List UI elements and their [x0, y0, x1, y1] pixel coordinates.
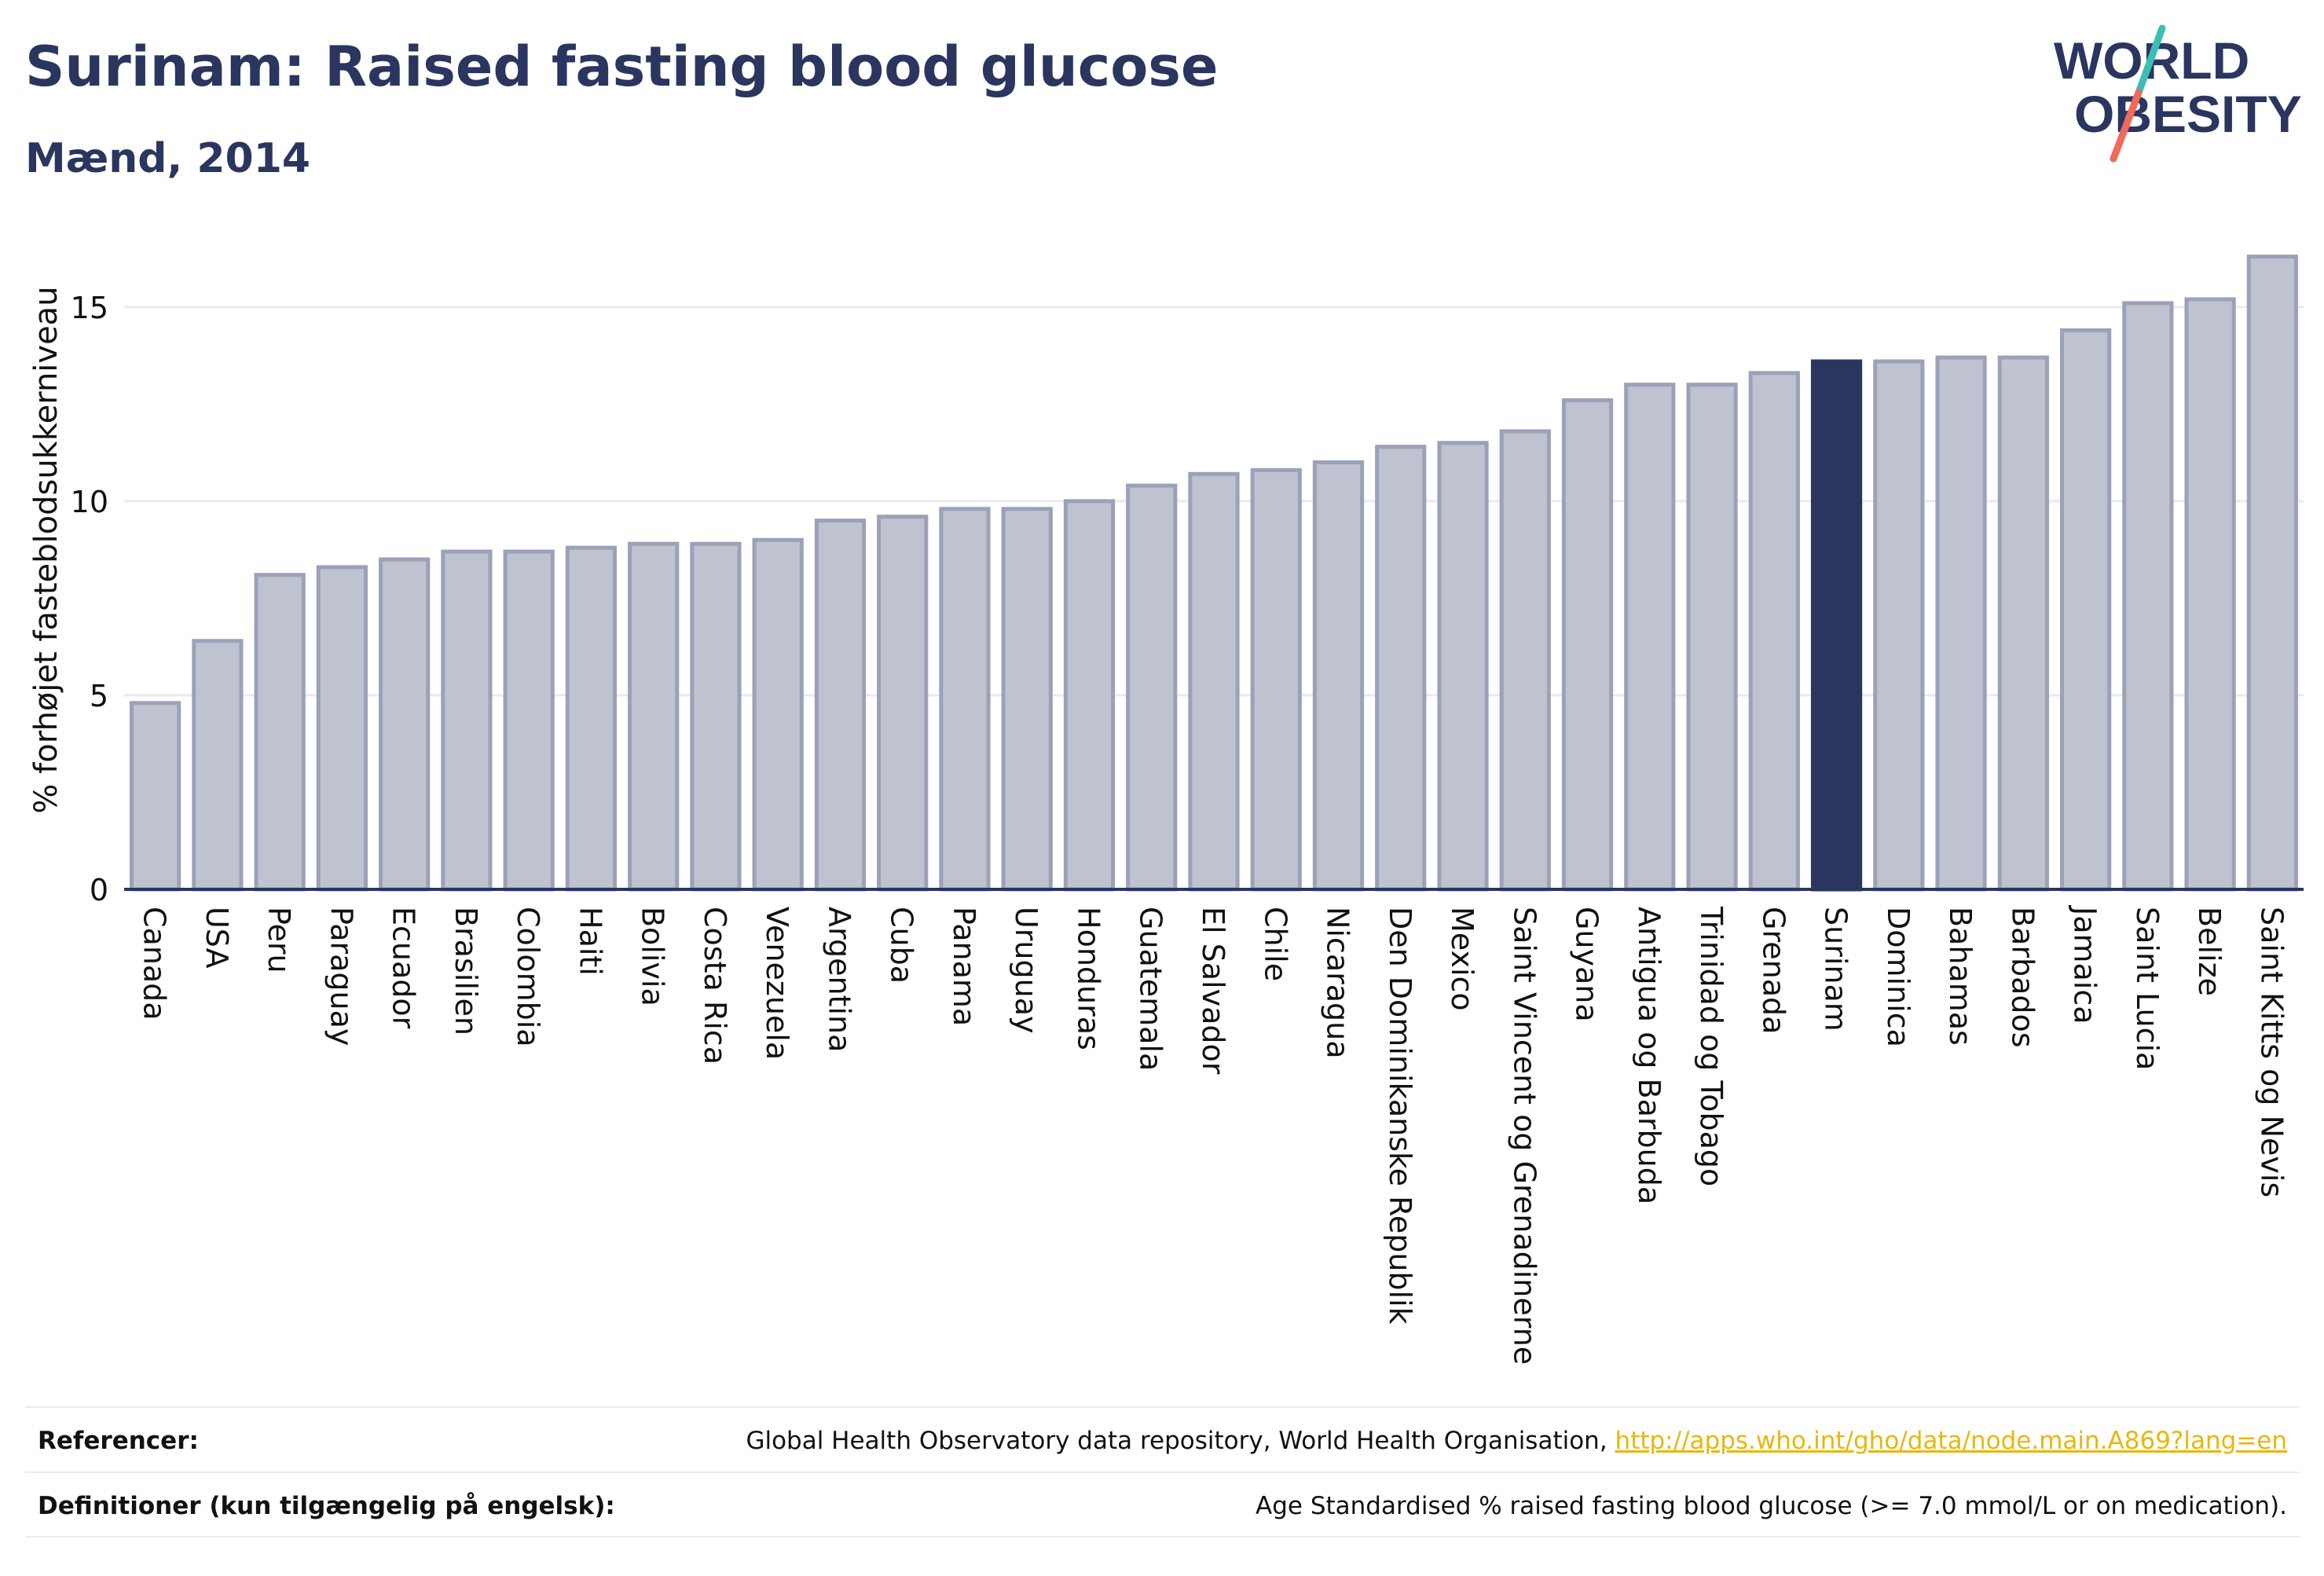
x-tick-label: Surinam: [1819, 907, 1853, 1032]
x-tick-label: Paraguay: [324, 907, 358, 1046]
x-tick-label: Barbados: [2005, 907, 2040, 1048]
bar-peru: [254, 573, 306, 892]
x-tick-label: Argentina: [822, 907, 856, 1052]
x-tick-label: Guyana: [1570, 907, 1604, 1022]
bar-argentina: [814, 519, 867, 892]
chart-subtitle: Mænd, 2014: [25, 135, 311, 182]
y-tick-label: 15: [71, 291, 108, 325]
x-tick-label: Trinidad og Tobago: [1694, 906, 1728, 1186]
x-tick-label: El Salvador: [1196, 907, 1230, 1075]
chart-title: Surinam: Raised fasting blood glucose: [25, 35, 1219, 99]
logo-text-line2: OBESITY: [2074, 85, 2302, 143]
bar-ecuador: [379, 557, 431, 892]
bar-barbados: [1997, 355, 2049, 892]
x-tick-label: USA: [200, 907, 234, 969]
x-tick-label: Saint Lucia: [2130, 907, 2165, 1070]
x-tick-label: Canada: [137, 907, 172, 1021]
x-tick-label: Colombia: [511, 907, 545, 1047]
references-value: Global Health Observatory data repositor…: [746, 1427, 2287, 1455]
x-tick-label: Chile: [1258, 907, 1292, 981]
logo-slash-teal: [2135, 24, 2166, 97]
bar-trinidad-og-tobago: [1686, 383, 1738, 892]
bars: [130, 255, 2298, 892]
x-tick-label: Mexico: [1445, 907, 1479, 1011]
x-tick-label: Grenada: [1756, 907, 1791, 1034]
bar-bolivia: [628, 541, 680, 892]
bar-canada: [130, 701, 181, 892]
x-tick-label: Belize: [2192, 907, 2227, 996]
bar-saint-lucia: [2122, 301, 2174, 892]
logo-slash-coral: [2110, 89, 2143, 163]
x-tick-label: Nicaragua: [1321, 907, 1355, 1059]
x-tick-label: Antigua og Barbuda: [1632, 907, 1666, 1204]
references-label: Referencer:: [38, 1427, 199, 1455]
bar-cuba: [877, 515, 929, 892]
y-axis-title: % forhøjet fasteblodsukkerniveau: [28, 286, 64, 813]
x-tick-label: Uruguay: [1009, 907, 1043, 1034]
bar-den-dominikanske-republik: [1375, 445, 1427, 892]
bar-surinam: [1810, 359, 1863, 892]
x-tick-label: Dominica: [1881, 907, 1915, 1047]
x-tick-label: Haiti: [573, 907, 607, 976]
x-tick-label: Den Dominikanske Republik: [1383, 907, 1417, 1325]
bar-usa: [192, 639, 244, 892]
bar-paraguay: [316, 565, 368, 892]
y-tick-label: 5: [90, 679, 108, 713]
bar-uruguay: [1001, 507, 1053, 892]
definitions-text: Age Standardised % raised fasting blood …: [1255, 1492, 2287, 1520]
x-tick-label: Ecuador: [387, 907, 421, 1029]
x-tick-label: Saint Vincent og Grenadinerne: [1507, 907, 1541, 1365]
bar-honduras: [1063, 499, 1116, 892]
x-tick-label: Bahamas: [1943, 907, 1978, 1046]
bar-colombia: [503, 549, 555, 892]
bar-guyana: [1561, 398, 1614, 892]
bar-jamaica: [2059, 328, 2112, 892]
bar-bahamas: [1935, 355, 1987, 892]
references-row: Referencer: Global Health Observatory da…: [25, 1406, 2300, 1471]
axis-labels: 0 5 10 15 Canada USA Peru Paraguay Ecuador Brasil…: [71, 291, 2289, 1365]
x-tick-label: Guatemala: [1134, 907, 1168, 1071]
y-tick-label: 10: [71, 485, 108, 519]
x-tick-label: Panama: [947, 907, 981, 1026]
bar-panama: [939, 507, 991, 892]
x-tick-label: Saint Kitts og Nevis: [2254, 907, 2289, 1197]
x-tick-label: Jamaica: [2068, 905, 2102, 1024]
definitions-row: Definitioner (kun tilgængelig på engelsk…: [25, 1472, 2300, 1538]
bar-venezuela: [752, 537, 804, 892]
x-tick-label: Brasilien: [449, 907, 483, 1035]
bar-mexico: [1437, 441, 1489, 892]
bar-el-salvador: [1188, 471, 1240, 892]
x-tick-label: Honduras: [1071, 907, 1105, 1050]
definitions-label: Definitioner (kun tilgængelig på engelsk…: [38, 1492, 615, 1520]
y-tick-label: 0: [90, 873, 108, 907]
bar-saint-kitts-og-nevis: [2246, 255, 2298, 892]
x-tick-label: Peru: [262, 907, 296, 973]
bar-antigua-og-barbuda: [1624, 383, 1676, 892]
bar-chart: 0 5 10 15 Canada USA Peru Paraguay Ecuador Brasil…: [28, 255, 2304, 1365]
bar-saint-vincent-og-grenadinerne: [1499, 429, 1551, 892]
bar-chile: [1250, 467, 1302, 892]
x-tick-label: Venezuela: [760, 907, 794, 1060]
references-link[interactable]: http://apps.who.int/gho/data/node.main.A…: [1615, 1427, 2287, 1455]
world-obesity-logo: WORLD OBESITY: [2054, 24, 2302, 163]
bar-brasilien: [441, 549, 493, 892]
bar-belize: [2184, 297, 2236, 892]
bar-dominica: [1873, 359, 1925, 892]
bar-nicaragua: [1312, 460, 1365, 892]
x-tick-label: Cuba: [885, 907, 919, 984]
x-tick-label: Bolivia: [636, 907, 670, 1006]
bar-costa-rica: [690, 541, 742, 892]
references-text: Global Health Observatory data repositor…: [746, 1427, 1615, 1455]
bar-guatemala: [1126, 483, 1178, 892]
x-tick-label: Costa Rica: [698, 907, 732, 1065]
bar-grenada: [1748, 371, 1800, 892]
bar-haiti: [565, 545, 618, 892]
